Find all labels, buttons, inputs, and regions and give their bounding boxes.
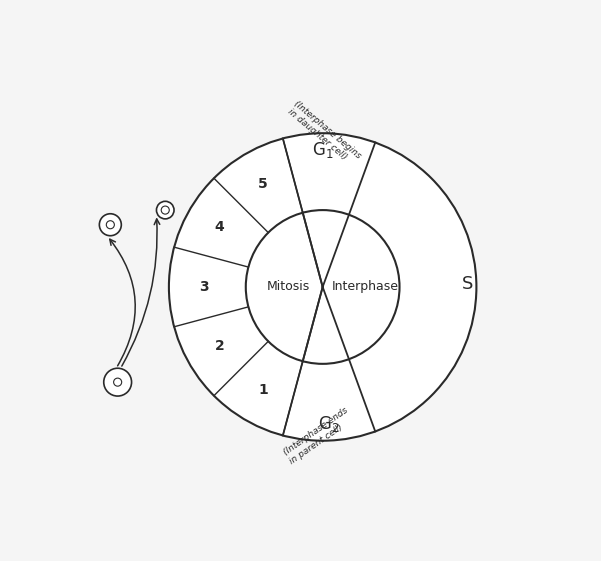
Text: G$_1$: G$_1$ bbox=[312, 140, 334, 160]
Circle shape bbox=[161, 206, 169, 214]
Circle shape bbox=[104, 368, 132, 396]
Circle shape bbox=[169, 133, 477, 441]
Text: 2: 2 bbox=[215, 339, 225, 353]
Text: S: S bbox=[462, 275, 473, 293]
Text: 5: 5 bbox=[258, 177, 268, 191]
Text: (Interphase begins
in daughter cell): (Interphase begins in daughter cell) bbox=[285, 99, 363, 168]
FancyArrowPatch shape bbox=[110, 239, 135, 366]
Circle shape bbox=[99, 214, 121, 236]
Text: (Interphase ends
in parent cell): (Interphase ends in parent cell) bbox=[282, 406, 356, 466]
Text: Mitosis: Mitosis bbox=[266, 280, 310, 293]
Circle shape bbox=[106, 220, 114, 229]
Text: 3: 3 bbox=[199, 280, 209, 294]
Text: 1: 1 bbox=[258, 383, 268, 397]
Circle shape bbox=[114, 378, 121, 386]
Text: 4: 4 bbox=[215, 220, 225, 234]
Circle shape bbox=[246, 210, 400, 364]
Text: G$_2$: G$_2$ bbox=[318, 414, 340, 434]
Circle shape bbox=[156, 201, 174, 219]
FancyArrowPatch shape bbox=[122, 219, 160, 366]
Text: Interphase: Interphase bbox=[331, 280, 398, 293]
